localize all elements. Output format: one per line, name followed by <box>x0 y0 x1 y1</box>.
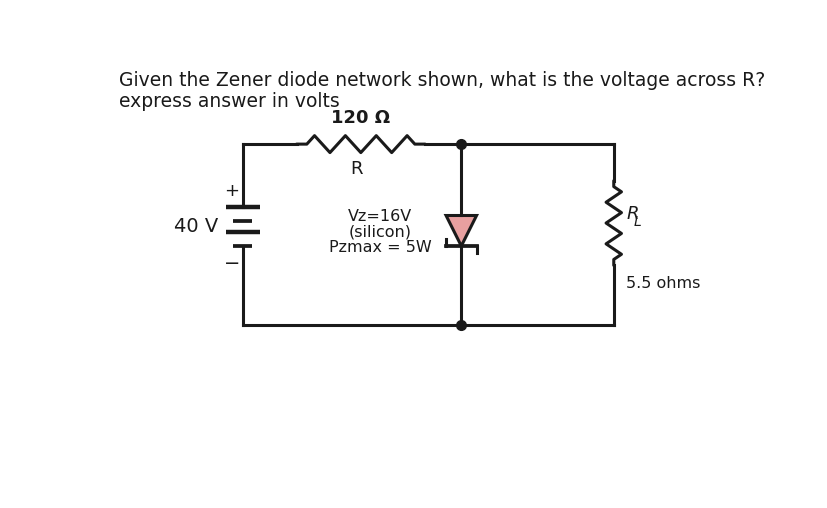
Text: 40 V: 40 V <box>174 217 218 236</box>
Text: Vz=16V: Vz=16V <box>348 209 412 225</box>
Text: L: L <box>633 214 641 229</box>
Text: 5.5 ohms: 5.5 ohms <box>625 276 700 291</box>
Polygon shape <box>446 215 476 246</box>
Text: R: R <box>351 160 363 177</box>
Text: (silicon): (silicon) <box>348 225 412 240</box>
Text: express answer in volts: express answer in volts <box>119 92 340 111</box>
Text: R: R <box>625 205 638 223</box>
Text: −: − <box>223 253 240 273</box>
Text: Given the Zener diode network shown, what is the voltage across R?: Given the Zener diode network shown, wha… <box>119 71 765 90</box>
Text: +: + <box>224 181 239 200</box>
Text: 120 Ω: 120 Ω <box>331 109 390 127</box>
Text: Pzmax = 5W: Pzmax = 5W <box>328 240 432 255</box>
